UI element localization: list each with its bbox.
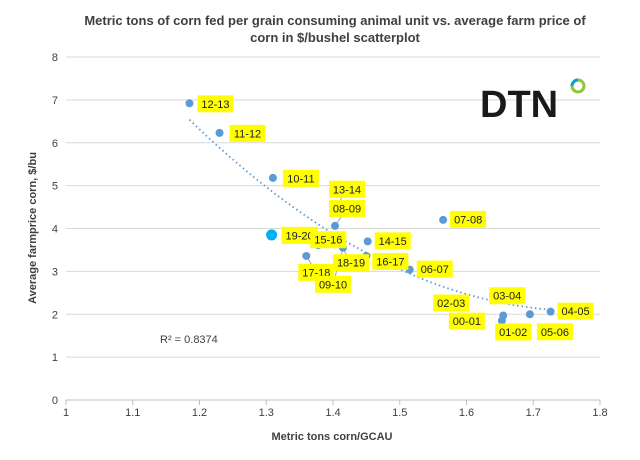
y-tick-label: 8 [52,52,58,64]
y-tick-label: 1 [52,352,58,364]
data-label-box [197,95,234,113]
data-label-box [433,294,470,312]
data-label-box [333,254,370,272]
data-label: 13-14 [333,184,361,196]
x-tick-label: 1.2 [192,407,207,419]
data-point [525,310,534,319]
data-label-box [450,210,487,228]
data-label: 02-03 [437,298,465,310]
data-label-box [315,275,352,293]
dtn-logo: DTN [480,78,586,126]
data-label: 09-10 [319,279,347,291]
data-label-box [281,226,318,244]
data-label: 11-12 [234,128,261,140]
x-tick-label: 1.4 [325,407,340,419]
data-label-box [282,169,319,187]
data-point [185,99,194,108]
data-label-box [329,199,366,217]
chart-title: Metric tons of corn fed per grain consum… [40,12,630,46]
data-label: 19-20 [286,230,314,242]
data-label: 16-17 [376,256,404,268]
y-tick-label: 7 [52,95,58,107]
data-label: 00-01 [453,316,481,328]
x-tick-label: 1.6 [459,407,474,419]
data-label: 05-06 [541,327,569,339]
chart-title-line1: Metric tons of corn fed per grain consum… [84,13,586,28]
data-point [363,237,372,246]
data-label-box [557,302,594,320]
data-label: 14-15 [379,236,407,248]
data-point [546,307,555,316]
data-label: 06-07 [421,264,449,276]
data-label: 07-08 [454,214,482,226]
data-label: 03-04 [493,291,521,303]
data-label: 01-02 [499,327,527,339]
x-tick-label: 1.8 [592,407,607,419]
data-point [268,173,277,182]
gridlines [66,56,600,358]
logo-text: DTN [480,84,558,126]
data-label-box [329,180,366,198]
x-tick-label: 1 [63,407,69,419]
y-tick-label: 2 [52,309,58,321]
trendline-path [188,119,551,311]
y-axis-title: Average farmprice corn, $/bu [27,152,39,304]
trendline [188,119,551,311]
data-label: 12-13 [201,99,229,111]
data-label-box [536,323,573,341]
x-tick-label: 1.1 [125,407,140,419]
r-squared-annotation: R² = 0.8374 [160,334,218,346]
data-point [499,311,508,320]
data-label-box [448,312,485,330]
x-tick-label: 1.7 [526,407,541,419]
data-point [215,128,224,137]
chart-title-line2: corn in $/bushel scatterplot [250,30,420,45]
y-tick-label: 0 [52,395,58,407]
data-labels: 12-13 11-12 10-11 13-14 08-09 19-20 15-16 14-15… [197,95,594,341]
data-label: 18-19 [337,258,365,270]
data-label-box [372,252,409,270]
logo-ring-accent [570,78,579,87]
data-label-box [229,124,266,142]
data-label-box [310,231,347,249]
data-label: 15-16 [314,235,342,247]
data-label: 10-11 [287,173,314,185]
data-point [266,229,278,241]
data-label-box [489,287,526,305]
data-label: 08-09 [333,203,361,215]
data-point [331,221,340,230]
x-tick-label: 1.3 [259,407,274,419]
y-tick-label: 3 [52,266,58,278]
x-tick-label: 1.5 [392,407,407,419]
data-label-box [374,232,411,250]
data-label-box [416,260,453,278]
data-label: 04-05 [562,306,590,318]
y-tick-label: 5 [52,181,58,193]
y-tick-label: 4 [52,224,58,236]
data-point [302,251,311,260]
x-axis-title: Metric tons corn/GCAU [271,431,392,443]
data-point [439,215,448,224]
y-tick-label: 6 [52,138,58,150]
data-label-box [495,323,532,341]
